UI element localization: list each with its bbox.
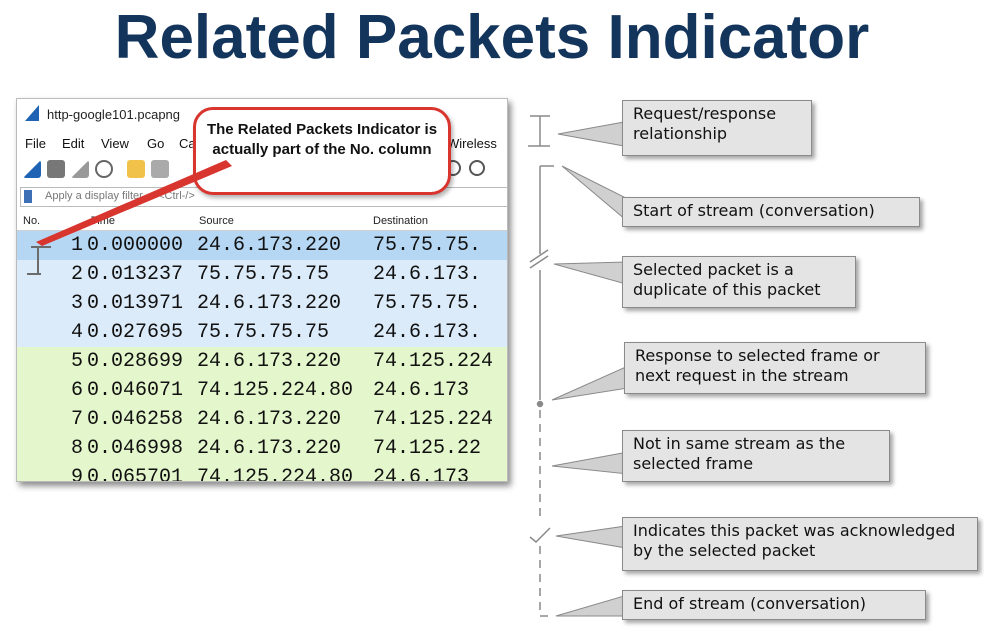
pointer-duplicate (553, 261, 627, 285)
packet-destination: 24.6.173. (373, 263, 482, 286)
packet-row[interactable]: 6 0.046071 74.125.224.80 24.6.173 (17, 376, 507, 405)
label-duplicate: Selected packet is a duplicate of this p… (622, 256, 856, 308)
legend-symbol-acknowledged (529, 527, 551, 544)
packet-number: 6 (70, 379, 83, 402)
packet-destination: 75.75.75. (373, 234, 482, 257)
packet-row[interactable]: 1 0.000000 24.6.173.220 75.75.75. (17, 231, 507, 260)
pointer-end (555, 595, 625, 617)
packet-time: 0.046998 (87, 437, 184, 460)
pointer-not-in-stream (551, 451, 629, 475)
menu-view[interactable]: View (101, 136, 129, 151)
callout-text: The Related Packets Indicator is actuall… (206, 121, 438, 158)
packet-row[interactable]: 9 0.065701 74.125.224.80 24.6.173 (17, 463, 507, 482)
callout-bubble: The Related Packets Indicator is actuall… (193, 107, 451, 195)
packet-number: 8 (70, 437, 83, 460)
packet-source: 75.75.75.75 (197, 321, 330, 344)
legend-symbol-end-of-stream (539, 546, 554, 617)
restart-capture-icon[interactable] (71, 160, 89, 178)
packet-time: 0.046071 (87, 379, 184, 402)
packet-time: 0.027695 (87, 321, 184, 344)
column-no[interactable]: No. (23, 215, 41, 227)
column-time[interactable]: Time (91, 215, 116, 227)
packet-source: 24.6.173.220 (197, 292, 342, 315)
capture-options-icon[interactable] (95, 160, 113, 178)
menu-file[interactable]: File (25, 136, 46, 151)
open-file-icon[interactable] (127, 160, 145, 178)
label-start-of-stream: Start of stream (conversation) (622, 197, 920, 227)
packet-source: 24.6.173.220 (197, 437, 342, 460)
packet-time: 0.046258 (87, 408, 184, 431)
packet-number: 1 (70, 234, 83, 257)
packet-number: 3 (70, 292, 83, 315)
packet-row[interactable]: 8 0.046998 24.6.173.220 74.125.22 (17, 434, 507, 463)
pointer-acknowledged (555, 525, 627, 549)
packet-row[interactable]: 2 0.013237 75.75.75.75 24.6.173. (17, 260, 507, 289)
wireshark-fin-icon (25, 105, 39, 121)
packet-row[interactable]: 4 0.027695 75.75.75.75 24.6.173. (17, 318, 507, 347)
menu-capture[interactable]: Ca (179, 136, 196, 151)
packet-source: 74.125.224.80 (197, 379, 354, 402)
window-filename: http-google101.pcapng (47, 107, 181, 122)
legend-symbol-request-response (528, 115, 550, 147)
packet-destination: 24.6.173 (373, 379, 470, 402)
packet-number: 4 (70, 321, 83, 344)
pointer-start (561, 165, 627, 222)
packet-destination: 24.6.173. (373, 321, 482, 344)
packet-time: 0.000000 (87, 234, 184, 257)
pointer-request-response (557, 121, 625, 147)
legend-symbol-duplicate (529, 249, 549, 269)
menu-wireless[interactable]: Wireless (447, 136, 497, 151)
label-not-in-stream: Not in same stream as the selected frame (622, 430, 890, 482)
column-source[interactable]: Source (199, 215, 234, 227)
wireshark-window: http-google101.pcapng File Edit View Go … (16, 98, 508, 482)
legend-symbol-response (536, 400, 544, 408)
packet-row[interactable]: 7 0.046258 24.6.173.220 74.125.224 (17, 405, 507, 434)
packet-source: 24.6.173.220 (197, 234, 342, 257)
packet-number: 5 (70, 350, 83, 373)
packet-number: 2 (70, 263, 83, 286)
packet-source: 24.6.173.220 (197, 350, 342, 373)
packet-list-header: No. Time Source Destination (17, 212, 507, 231)
packet-time: 0.013971 (87, 292, 184, 315)
packet-time: 0.028699 (87, 350, 184, 373)
label-acknowledged: Indicates this packet was acknowledged b… (622, 517, 978, 571)
packet-time: 0.013237 (87, 263, 184, 286)
packet-destination: 74.125.224 (373, 350, 494, 373)
menu-edit[interactable]: Edit (62, 136, 85, 151)
pointer-response (551, 365, 629, 401)
packet-destination: 24.6.173 (373, 466, 470, 482)
start-capture-icon[interactable] (23, 160, 41, 178)
slide-title: Related Packets Indicator (114, 3, 870, 72)
bookmark-icon[interactable] (24, 190, 32, 203)
packet-destination: 74.125.224 (373, 408, 494, 431)
indicator-request-line (37, 246, 39, 274)
packet-source: 74.125.224.80 (197, 466, 354, 482)
packet-destination: 75.75.75. (373, 292, 482, 315)
column-destination[interactable]: Destination (373, 215, 429, 227)
packet-source: 75.75.75.75 (197, 263, 330, 286)
legend-symbol-start-of-stream (539, 165, 554, 254)
stop-capture-icon[interactable] (47, 160, 65, 178)
packet-row[interactable]: 3 0.013971 24.6.173.220 75.75.75. (17, 289, 507, 318)
packet-row[interactable]: 5 0.028699 24.6.173.220 74.125.224 (17, 347, 507, 376)
label-request-response: Request/response relationship (622, 100, 812, 156)
packet-number: 9 (70, 466, 83, 482)
label-end-of-stream: End of stream (conversation) (622, 590, 926, 620)
packet-time: 0.065701 (87, 466, 184, 482)
menu-bar: File Edit View Go Ca Wireless (17, 132, 507, 154)
packet-number: 7 (70, 408, 83, 431)
packet-destination: 74.125.22 (373, 437, 482, 460)
indicator-response-tick (27, 273, 41, 275)
display-filter-placeholder[interactable]: Apply a display filter ... <Ctrl-/> (45, 190, 195, 202)
save-file-icon[interactable] (151, 160, 169, 178)
zoom-out-icon[interactable] (469, 160, 485, 176)
menu-go[interactable]: Go (147, 136, 165, 151)
indicator-request-tick (31, 246, 51, 248)
label-response: Response to selected frame or next reque… (624, 342, 926, 394)
packet-source: 24.6.173.220 (197, 408, 342, 431)
